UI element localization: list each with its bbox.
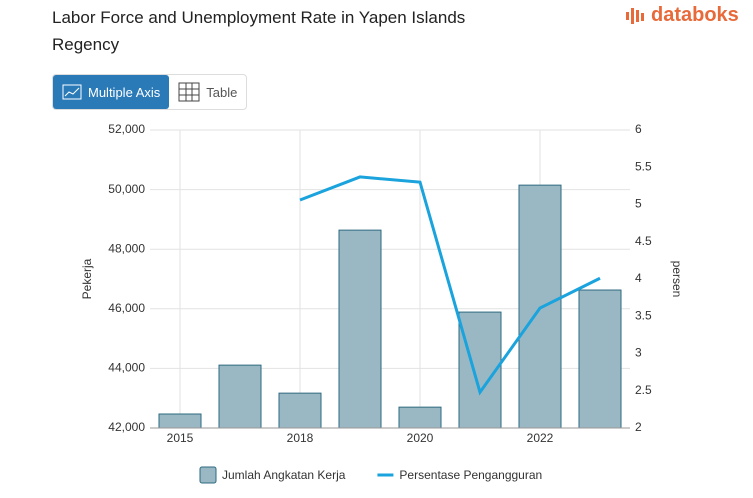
bar [278, 392, 322, 429]
bar [218, 364, 262, 429]
y2-tick-label: 2 [635, 420, 642, 434]
bar [578, 289, 622, 429]
bar [158, 413, 202, 429]
button-label: Table [206, 84, 238, 100]
line [299, 175, 601, 396]
x-tick-label: 2018 [287, 431, 314, 445]
logo-icon [626, 7, 644, 24]
legend-label: Jumlah Angkatan Kerja [222, 468, 346, 482]
y2-tick-label: 4 [635, 271, 642, 285]
y2-tick-label: 5 [635, 197, 642, 211]
y-tick-label: 50,000 [108, 182, 145, 196]
table-button[interactable]: Table [169, 75, 246, 109]
y-tick-label: 52,000 [108, 122, 145, 136]
y2-tick-label: 5.5 [635, 159, 652, 173]
y2-tick-label: 6 [635, 122, 642, 136]
y-tick-label: 44,000 [108, 361, 145, 375]
y-tick-label: 46,000 [108, 301, 145, 315]
y-tick-label: 42,000 [108, 420, 145, 434]
x-tick-label: 2020 [407, 431, 434, 445]
bar [338, 229, 382, 429]
x-tick-label: 2022 [527, 431, 554, 445]
y2-tick-label: 2.5 [635, 383, 652, 397]
bar [398, 406, 442, 429]
logo: databoks [625, 4, 739, 27]
y2-tick-label: 3.5 [635, 308, 652, 322]
y2-tick-label: 3 [635, 346, 642, 360]
y2-axis-title: persen [670, 261, 684, 298]
brand: databoks [651, 4, 739, 26]
button-label: Multiple Axis [88, 84, 161, 100]
x-tick-label: 2015 [167, 431, 194, 445]
view-switch: Multiple Axis Table [52, 74, 248, 110]
legend-label: Persentase Pengangguran [399, 468, 542, 482]
y2-tick-label: 4.5 [635, 234, 652, 248]
chart-title: Labor Force and Unemployment Rate in Yap… [52, 8, 466, 54]
legend-swatch [199, 466, 217, 484]
y-axis-title: Pekerja [80, 258, 94, 299]
multiple-axis-button[interactable]: Multiple Axis [53, 75, 170, 109]
y-tick-label: 48,000 [108, 241, 145, 255]
